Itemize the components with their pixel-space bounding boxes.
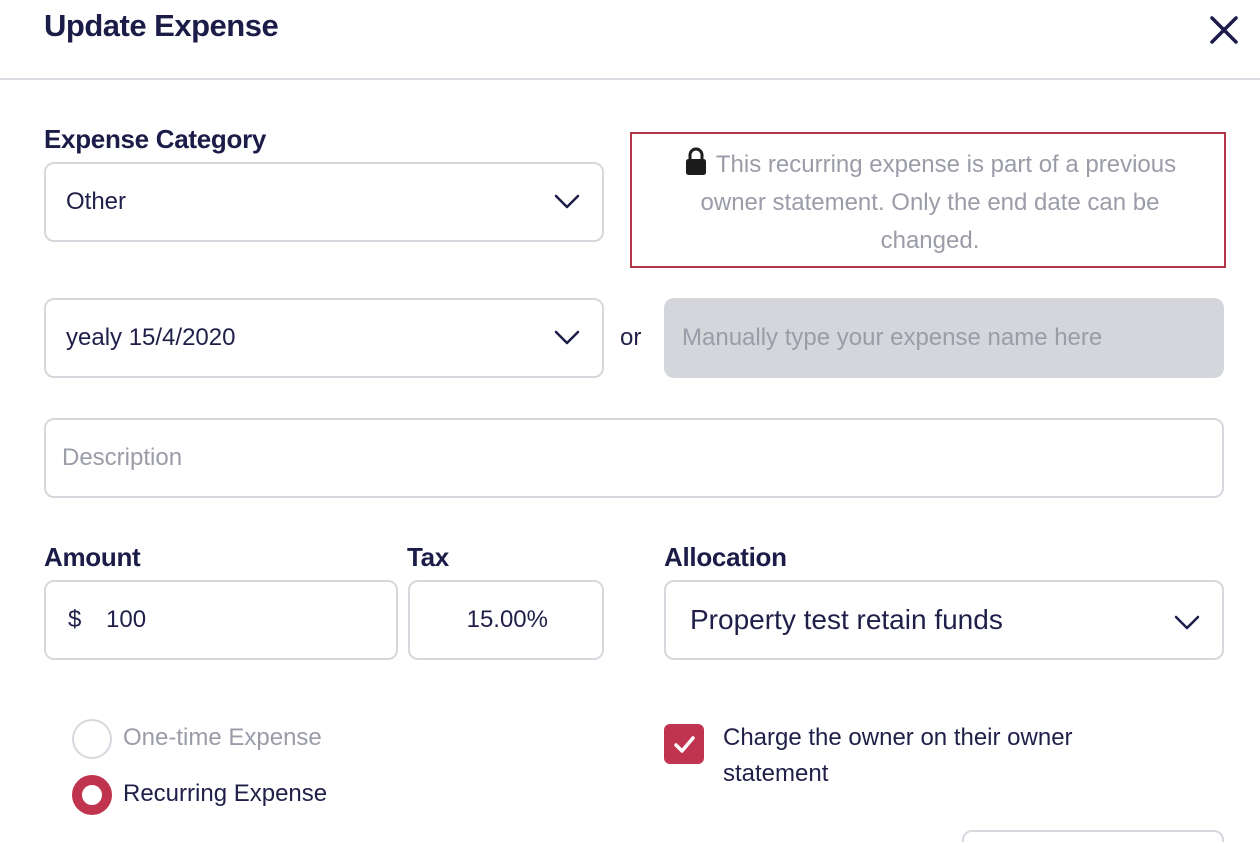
amount-input[interactable]: $ 100 — [44, 580, 398, 660]
allocation-label: Allocation — [664, 542, 787, 572]
charge-owner-label[interactable]: Charge the owner on their owner statemen… — [723, 724, 1073, 787]
chevron-down-icon — [554, 194, 580, 209]
expense-category-label: Expense Category — [44, 124, 267, 154]
checkmark-icon — [674, 736, 695, 753]
amount-value: 100 — [106, 606, 147, 633]
allocation-select[interactable]: Property test retain funds — [664, 580, 1224, 660]
or-separator: or — [620, 324, 642, 351]
expense-name-select[interactable]: yealy 15/4/2020 — [44, 298, 604, 378]
charge-owner-checkbox[interactable] — [664, 724, 704, 764]
tax-input[interactable]: 15.00% — [408, 580, 604, 660]
description-placeholder: Description — [62, 444, 183, 471]
expense-category-value: Other — [66, 188, 127, 215]
close-icon[interactable] — [1204, 10, 1244, 50]
recurring-expense-radio[interactable] — [72, 775, 112, 815]
partial-button[interactable] — [962, 830, 1224, 842]
locked-notice: This recurring expense is part of a prev… — [630, 132, 1226, 268]
expense-category-select[interactable]: Other — [44, 162, 604, 242]
expense-name-value: yealy 15/4/2020 — [66, 324, 236, 351]
one-time-expense-radio[interactable] — [72, 719, 112, 759]
amount-label: Amount — [44, 542, 141, 572]
manual-expense-name-input: Manually type your expense name here — [664, 298, 1224, 378]
tax-label: Tax — [407, 542, 449, 572]
tax-value: 15.00% — [466, 606, 548, 633]
recurring-expense-label[interactable]: Recurring Expense — [123, 780, 328, 807]
description-input[interactable]: Description — [44, 418, 1224, 498]
one-time-expense-label[interactable]: One-time Expense — [123, 724, 322, 751]
lock-icon — [685, 147, 706, 175]
chevron-down-icon — [1174, 615, 1200, 630]
dialog-title: Update Expense — [44, 8, 279, 43]
dialog-header: Update Expense — [0, 0, 1260, 80]
manual-expense-name-placeholder: Manually type your expense name here — [682, 324, 1103, 351]
allocation-value: Property test retain funds — [690, 604, 1003, 635]
locked-notice-text: This recurring expense is part of a prev… — [700, 151, 1177, 254]
chevron-down-icon — [554, 330, 580, 345]
currency-symbol: $ — [68, 606, 82, 633]
